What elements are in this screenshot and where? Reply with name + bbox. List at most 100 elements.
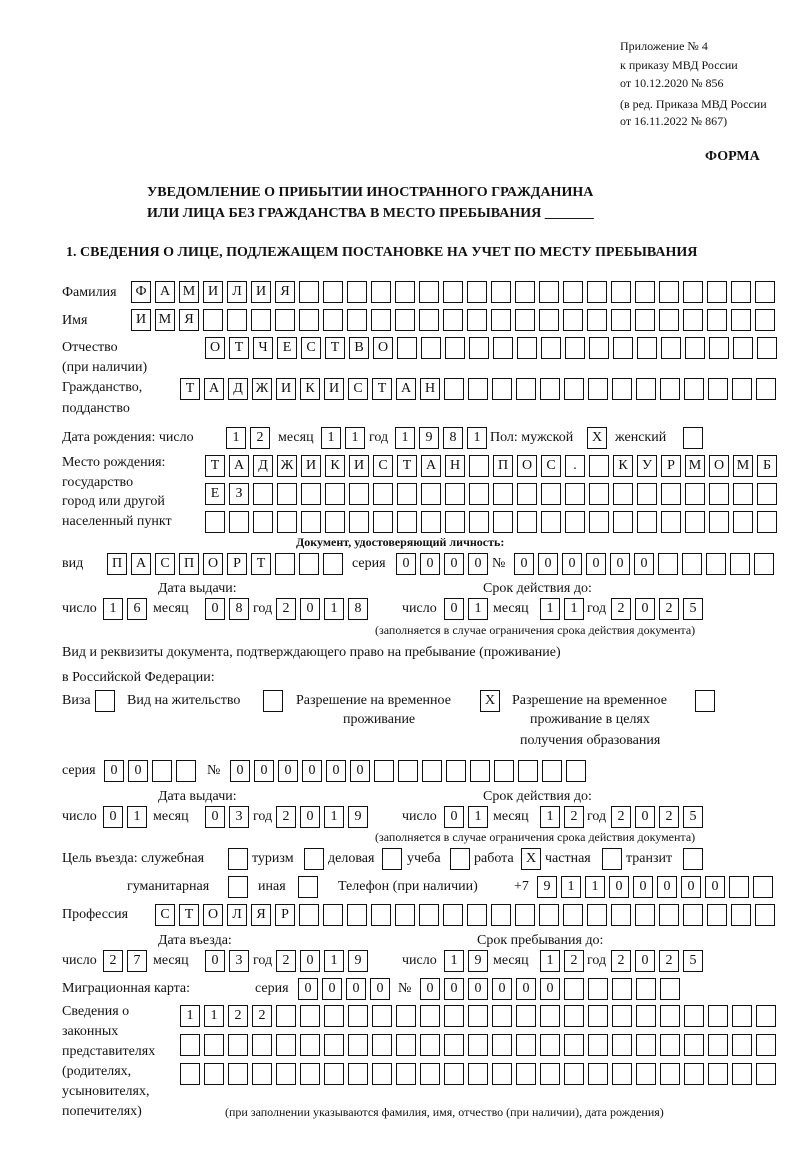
char-box[interactable]: С (373, 455, 393, 477)
char-box[interactable]: 6 (127, 598, 147, 620)
char-box[interactable] (203, 309, 223, 331)
char-box[interactable]: В (349, 337, 369, 359)
char-box[interactable] (374, 760, 394, 782)
char-box[interactable]: 2 (276, 950, 296, 972)
char-box[interactable]: 0 (103, 806, 123, 828)
char-box[interactable]: У (637, 455, 657, 477)
char-box[interactable]: А (204, 378, 224, 400)
char-box[interactable]: К (325, 455, 345, 477)
char-box[interactable] (733, 511, 753, 533)
char-box[interactable] (323, 553, 343, 575)
char-box[interactable] (589, 455, 609, 477)
char-box[interactable]: Е (205, 483, 225, 505)
char-box[interactable] (276, 1063, 296, 1085)
char-box[interactable]: 0 (468, 978, 488, 1000)
char-box[interactable] (636, 978, 656, 1000)
char-box[interactable]: 2 (564, 806, 584, 828)
char-box[interactable] (613, 337, 633, 359)
char-box[interactable] (611, 309, 631, 331)
char-box[interactable] (347, 309, 367, 331)
char-box[interactable] (661, 483, 681, 505)
char-box[interactable] (419, 281, 439, 303)
char-box[interactable]: 1 (561, 876, 581, 898)
char-box[interactable] (659, 904, 679, 926)
char-box[interactable] (755, 904, 775, 926)
char-box[interactable]: Т (205, 455, 225, 477)
char-box[interactable] (755, 309, 775, 331)
char-box[interactable]: О (205, 337, 225, 359)
char-box[interactable] (658, 553, 678, 575)
char-box[interactable] (467, 904, 487, 926)
char-box[interactable] (443, 281, 463, 303)
checkbox[interactable] (602, 848, 622, 870)
char-box[interactable]: 2 (103, 950, 123, 972)
char-box[interactable] (661, 511, 681, 533)
char-box[interactable]: 0 (444, 978, 464, 1000)
checkbox[interactable] (228, 876, 248, 898)
char-box[interactable]: 2 (611, 598, 631, 620)
char-box[interactable] (323, 904, 343, 926)
char-box[interactable] (730, 553, 750, 575)
char-box[interactable] (469, 455, 489, 477)
char-box[interactable] (228, 1034, 248, 1056)
char-box[interactable]: 0 (350, 760, 370, 782)
char-box[interactable]: 0 (205, 806, 225, 828)
char-box[interactable] (709, 483, 729, 505)
char-box[interactable]: А (421, 455, 441, 477)
char-box[interactable] (564, 1063, 584, 1085)
char-box[interactable]: Т (180, 378, 200, 400)
char-box[interactable] (659, 309, 679, 331)
char-box[interactable] (493, 337, 513, 359)
char-box[interactable] (469, 483, 489, 505)
char-box[interactable] (587, 309, 607, 331)
char-box[interactable] (732, 1034, 752, 1056)
char-box[interactable] (493, 511, 513, 533)
char-box[interactable] (636, 378, 656, 400)
char-box[interactable]: 1 (324, 950, 344, 972)
char-box[interactable] (684, 378, 704, 400)
char-box[interactable] (542, 760, 562, 782)
char-box[interactable] (372, 1063, 392, 1085)
char-box[interactable] (443, 309, 463, 331)
checkbox[interactable]: X (480, 690, 500, 712)
char-box[interactable] (371, 309, 391, 331)
char-box[interactable]: П (493, 455, 513, 477)
char-box[interactable]: 0 (298, 978, 318, 1000)
char-box[interactable]: 2 (228, 1005, 248, 1027)
char-box[interactable] (683, 309, 703, 331)
char-box[interactable]: С (301, 337, 321, 359)
char-box[interactable] (444, 1005, 464, 1027)
char-box[interactable] (587, 281, 607, 303)
char-box[interactable]: 8 (229, 598, 249, 620)
char-box[interactable] (660, 1034, 680, 1056)
char-box[interactable] (539, 904, 559, 926)
char-box[interactable]: 0 (230, 760, 250, 782)
char-box[interactable] (731, 309, 751, 331)
char-box[interactable] (251, 309, 271, 331)
char-box[interactable]: 0 (205, 950, 225, 972)
char-box[interactable] (396, 1063, 416, 1085)
char-box[interactable] (636, 1063, 656, 1085)
char-box[interactable] (515, 309, 535, 331)
char-box[interactable]: А (229, 455, 249, 477)
char-box[interactable] (685, 337, 705, 359)
char-box[interactable]: 0 (302, 760, 322, 782)
char-box[interactable]: 0 (705, 876, 725, 898)
char-box[interactable] (491, 309, 511, 331)
char-box[interactable] (323, 309, 343, 331)
char-box[interactable] (732, 1063, 752, 1085)
char-box[interactable] (517, 483, 537, 505)
char-box[interactable]: 0 (322, 978, 342, 1000)
char-box[interactable] (707, 904, 727, 926)
char-box[interactable]: Н (445, 455, 465, 477)
char-box[interactable] (467, 309, 487, 331)
char-box[interactable]: О (709, 455, 729, 477)
char-box[interactable] (348, 1005, 368, 1027)
char-box[interactable] (754, 553, 774, 575)
char-box[interactable]: 1 (103, 598, 123, 620)
checkbox[interactable] (683, 848, 703, 870)
char-box[interactable] (347, 281, 367, 303)
char-box[interactable]: 0 (634, 553, 654, 575)
char-box[interactable] (299, 553, 319, 575)
char-box[interactable] (492, 378, 512, 400)
